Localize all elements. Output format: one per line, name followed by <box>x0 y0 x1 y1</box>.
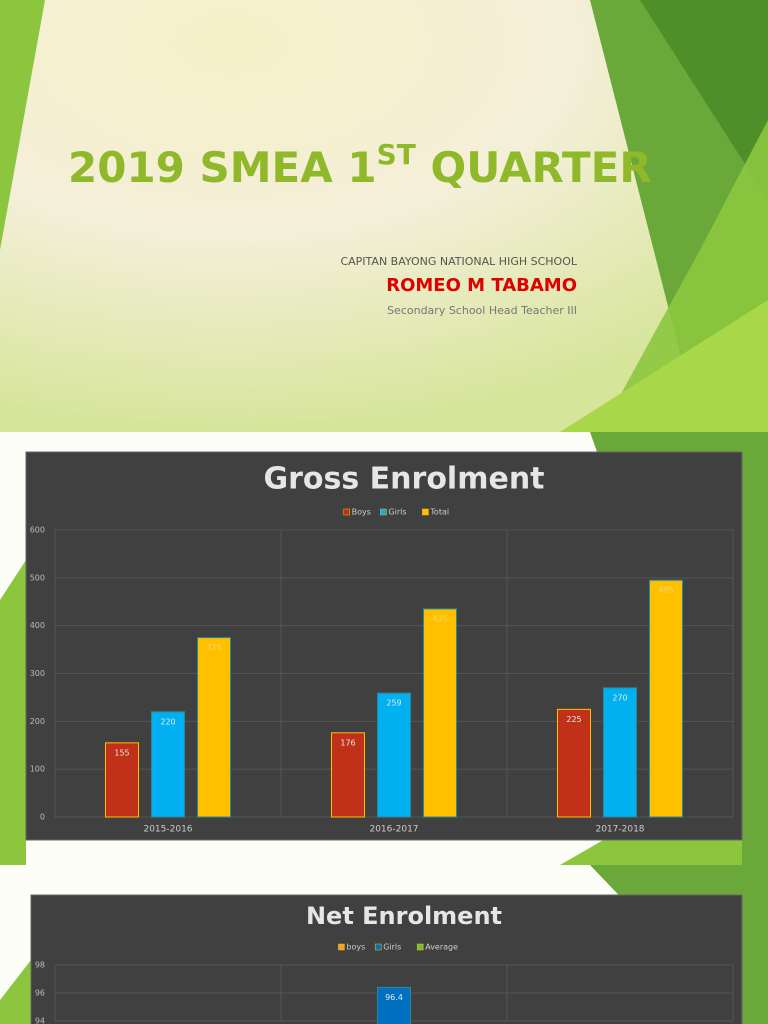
title-sup: ST <box>377 138 416 171</box>
bar <box>377 986 411 1024</box>
legend-swatch <box>374 943 382 951</box>
bar <box>423 608 457 818</box>
bars: 96.4 <box>377 986 411 1024</box>
chart-title: Net Enrolment <box>306 902 502 930</box>
school: CAPITAN BAYONG NATIONAL HIGH SCHOOL <box>340 255 577 268</box>
y-tick-label: 500 <box>30 573 45 582</box>
legend-label: Boys <box>352 508 371 517</box>
bars: 155 220 375 176 259 435 225 270 495 <box>105 579 683 818</box>
bar <box>649 579 683 818</box>
y-tick-label: 96 <box>35 989 45 998</box>
y-tick-label: 94 <box>35 1017 45 1024</box>
bar <box>603 687 637 818</box>
bar <box>151 711 185 818</box>
deco <box>560 300 768 432</box>
data-label: 270 <box>612 693 627 702</box>
x-tick-label: 2015-2016 <box>143 825 192 835</box>
data-label: 176 <box>340 738 355 747</box>
data-label: 375 <box>206 643 221 652</box>
x-tick-label: 2016-2017 <box>369 825 418 835</box>
data-label: 259 <box>386 699 401 708</box>
legend-swatch <box>338 943 345 951</box>
y-tick-label: 0 <box>40 813 45 822</box>
legend-label: Total <box>429 508 449 517</box>
data-label: 495 <box>658 586 673 595</box>
y-tick-label: 600 <box>30 526 45 535</box>
legend-label: boys <box>346 943 365 952</box>
data-label: 225 <box>566 715 581 724</box>
data-label: 220 <box>160 717 175 726</box>
deco <box>0 0 45 250</box>
chart-title: Gross Enrolment <box>263 462 544 497</box>
y-tick-label: 300 <box>30 669 45 678</box>
author: ROMEO M TABAMO <box>386 275 577 296</box>
title-rest: QUARTER <box>416 143 652 192</box>
legend-swatch <box>343 508 350 516</box>
deco <box>0 560 26 865</box>
data-label: 96.4 <box>385 993 403 1002</box>
x-tick-label: 2017-2018 <box>595 825 644 835</box>
legend-swatch <box>422 508 429 516</box>
bar <box>197 637 231 818</box>
data-label: 435 <box>432 614 447 623</box>
legend-swatch <box>380 508 387 516</box>
y-tick-label: 100 <box>30 765 45 774</box>
y-tick-label: 98 <box>35 961 45 970</box>
bar <box>377 692 411 818</box>
data-label: 155 <box>114 748 129 757</box>
y-tick-label: 400 <box>30 621 45 630</box>
legend-label: Average <box>425 943 458 952</box>
position: Secondary School Head Teacher III <box>387 304 577 317</box>
slide-title: 2019 SMEA 1ST QUARTER <box>68 138 652 192</box>
bar <box>331 732 365 818</box>
deco <box>0 960 31 1024</box>
charts: Gross Enrolment 0 100 200 300 400 500 600 Boys Gi… <box>25 451 743 1024</box>
bar <box>105 742 139 818</box>
bar <box>557 708 591 818</box>
legend-label: Girls <box>388 508 406 517</box>
y-tick-label: 200 <box>30 717 45 726</box>
legend-swatch <box>416 943 424 951</box>
title-main: 2019 SMEA 1 <box>68 143 377 192</box>
deco <box>640 0 768 200</box>
legend-label: Girls <box>383 943 401 952</box>
